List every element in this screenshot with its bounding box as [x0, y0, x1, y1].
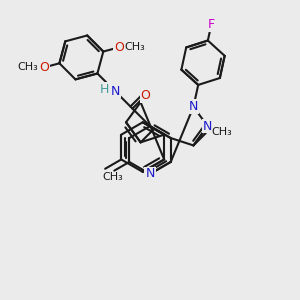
Text: O: O: [39, 61, 49, 74]
Text: CH₃: CH₃: [211, 127, 232, 137]
Text: O: O: [141, 89, 151, 102]
Text: N: N: [203, 120, 212, 133]
Text: F: F: [208, 18, 215, 31]
Text: N: N: [110, 85, 120, 98]
Text: CH₃: CH₃: [124, 42, 145, 52]
Text: H: H: [100, 83, 110, 96]
Text: N: N: [145, 167, 155, 180]
Text: CH₃: CH₃: [102, 172, 123, 182]
Text: N: N: [189, 100, 198, 113]
Text: CH₃: CH₃: [18, 62, 39, 73]
Text: O: O: [114, 41, 124, 54]
